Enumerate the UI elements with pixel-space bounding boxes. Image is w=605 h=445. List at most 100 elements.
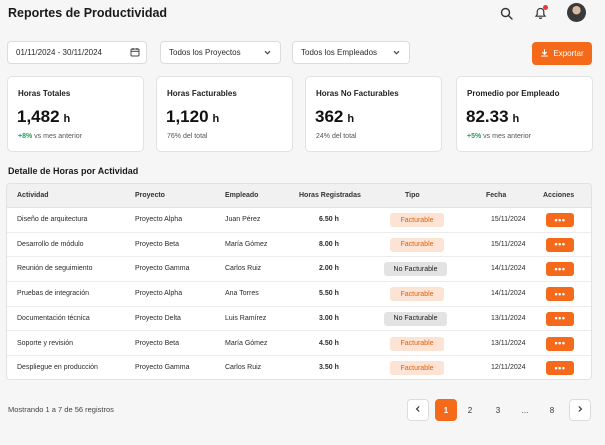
row-actions-button[interactable]: •••: [546, 336, 574, 351]
type-badge: Facturable: [390, 336, 444, 351]
page-button-8[interactable]: 8: [549, 405, 555, 415]
activity-cell: Soporte y revisión: [17, 339, 74, 347]
kpi-sub: +8% vs mes anterior: [18, 133, 83, 140]
project-cell: Proyecto Gamma: [135, 364, 190, 372]
calendar-icon: [130, 47, 140, 59]
records-summary: Mostrando 1 a 7 de 56 registros: [8, 405, 114, 414]
date-cell: 13/11/2024: [491, 314, 526, 322]
project-cell: Proyecto Gamma: [135, 265, 190, 273]
table-row: Diseño de arquitectura Proyecto Alpha Juan…: [7, 208, 591, 233]
hours-cell: 6.50 h: [319, 216, 339, 223]
table-row: Reunión de seguimiento Proyecto Gamma Carl…: [7, 257, 591, 283]
row-actions-button[interactable]: •••: [546, 361, 574, 376]
table-row: Desarrollo de módulo Proyecto Beta María G…: [7, 233, 591, 258]
top-bar: Reportes de Productividad: [0, 0, 605, 28]
column-header[interactable]: Empleado: [225, 192, 259, 199]
row-actions-button[interactable]: •••: [546, 311, 574, 326]
chevron-down-icon: [392, 48, 401, 59]
activity-cell: Documentación técnica: [17, 314, 90, 322]
kpi-card-billable-hours: Horas Facturables 1,120 h 76% del total: [156, 76, 293, 152]
type-badge: Facturable: [390, 237, 444, 252]
projects-select-value: Todos los Proyectos: [169, 48, 241, 57]
kpi-value: 362 h: [315, 107, 355, 126]
employees-select[interactable]: Todos los Empleados: [292, 41, 410, 64]
chevron-left-icon: [414, 405, 422, 415]
hours-cell: 3.00 h: [319, 314, 339, 322]
employee-cell: Carlos Ruiz: [225, 364, 262, 372]
employee-cell: Luis Ramírez: [225, 314, 267, 322]
activity-cell: Pruebas de integración: [17, 290, 89, 298]
column-header[interactable]: Proyecto: [135, 192, 165, 199]
row-actions-button[interactable]: •••: [546, 287, 574, 302]
employees-select-value: Todos los Empleados: [301, 48, 378, 57]
date-cell: 14/11/2024: [491, 290, 526, 298]
kpi-label: Horas Facturables: [167, 89, 237, 98]
date-cell: 12/11/2024: [491, 364, 526, 372]
row-actions-button[interactable]: •••: [546, 262, 574, 277]
search-icon[interactable]: [497, 4, 515, 22]
kpi-label: Promedio por Empleado: [467, 89, 560, 98]
kpi-label: Horas No Facturables: [316, 89, 399, 98]
projects-select[interactable]: Todos los Proyectos: [160, 41, 281, 64]
date-cell: 15/11/2024: [491, 216, 526, 223]
type-badge: Facturable: [390, 361, 444, 376]
column-header[interactable]: Tipo: [405, 192, 420, 199]
page-button-1[interactable]: 1: [435, 399, 457, 421]
page-ellipsis: ...: [521, 405, 529, 415]
project-cell: Proyecto Alpha: [135, 216, 183, 223]
hours-cell: 5.50 h: [319, 290, 339, 298]
project-cell: Proyecto Beta: [135, 339, 179, 347]
kpi-label: Horas Totales: [18, 89, 71, 98]
activity-table: Actividad Proyecto Empleado Horas Regist…: [6, 183, 592, 380]
activity-cell: Desarrollo de módulo: [17, 240, 84, 248]
type-badge: Facturable: [390, 287, 444, 302]
activity-cell: Reunión de seguimiento: [17, 265, 93, 273]
row-actions-button[interactable]: •••: [546, 213, 574, 227]
kpi-sub: 24% del total: [316, 133, 357, 140]
table-row: Despliegue en producción Proyecto Gamma Ca…: [7, 356, 591, 379]
column-header[interactable]: Actividad: [17, 192, 49, 199]
employee-cell: María Gómez: [225, 240, 268, 248]
hours-cell: 8.00 h: [319, 240, 339, 248]
date-cell: 13/11/2024: [491, 339, 526, 347]
notification-dot: [543, 5, 548, 10]
table-row: Documentación técnica Proyecto Delta Luis …: [7, 307, 591, 332]
hours-cell: 3.50 h: [319, 364, 339, 372]
project-cell: Proyecto Delta: [135, 314, 181, 322]
prev-page-button[interactable]: [407, 399, 429, 421]
employee-cell: María Gómez: [225, 339, 268, 347]
kpi-value: 1,482 h: [17, 107, 71, 126]
column-header: Acciones: [543, 192, 575, 199]
page-title: Reportes de Productividad: [8, 6, 168, 20]
kpi-value: 1,120 h: [166, 107, 220, 126]
row-actions-button[interactable]: •••: [546, 237, 574, 252]
table-row: Pruebas de integración Proyecto Alpha Ana …: [7, 282, 591, 307]
type-badge: No Facturable: [384, 311, 447, 326]
column-header[interactable]: Horas Registradas: [299, 192, 361, 199]
kpi-card-avg-per-employee: Promedio por Empleado 82.33 h +5% vs mes …: [456, 76, 593, 152]
avatar[interactable]: [567, 3, 586, 22]
type-badge: Facturable: [390, 213, 444, 227]
kpi-sub: 76% del total: [167, 133, 208, 140]
export-button[interactable]: Exportar: [532, 42, 592, 65]
page-button-2[interactable]: 2: [467, 405, 473, 415]
kpi-card-total-hours: Horas Totales 1,482 h +8% vs mes anterior: [7, 76, 144, 152]
column-header[interactable]: Fecha: [486, 192, 507, 199]
employee-cell: Juan Pérez: [225, 216, 261, 223]
chevron-right-icon: [576, 405, 584, 415]
next-page-button[interactable]: [569, 399, 591, 421]
chevron-down-icon: [263, 48, 272, 59]
project-cell: Proyecto Beta: [135, 240, 179, 248]
bell-icon[interactable]: [531, 4, 549, 22]
type-badge: No Facturable: [384, 262, 447, 277]
kpi-value: 82.33 h: [466, 107, 520, 126]
kpi-sub: +5% vs mes anterior: [467, 133, 532, 140]
date-cell: 15/11/2024: [491, 240, 526, 248]
activity-cell: Diseño de arquitectura: [17, 216, 88, 223]
page-button-3[interactable]: 3: [495, 405, 501, 415]
section-title: Detalle de Horas por Actividad: [8, 166, 139, 176]
export-label: Exportar: [553, 49, 584, 58]
table-row: Soporte y revisión Proyecto Beta María Góm…: [7, 332, 591, 357]
date-range-value: 01/11/2024 - 30/11/2024: [16, 48, 102, 57]
date-range-picker[interactable]: 01/11/2024 - 30/11/2024: [7, 41, 147, 64]
